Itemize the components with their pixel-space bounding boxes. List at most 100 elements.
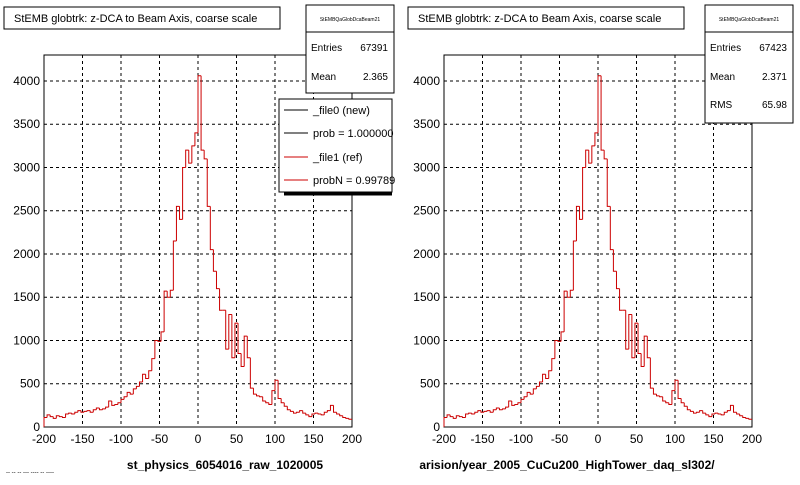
histogram-bin bbox=[634, 322, 639, 358]
histogram-bin bbox=[588, 150, 592, 164]
histogram-bin bbox=[194, 132, 198, 146]
histogram-bin bbox=[132, 388, 137, 395]
x-tick-label: -150 bbox=[470, 432, 494, 446]
x-tick-label: -200 bbox=[432, 432, 456, 446]
histogram-bin bbox=[117, 402, 121, 405]
histogram-bin bbox=[615, 271, 620, 290]
histogram-bin bbox=[529, 392, 534, 395]
histogram-bin bbox=[446, 414, 451, 418]
histogram-bin bbox=[89, 410, 94, 413]
right-stats-entries-label: Entries bbox=[710, 43, 741, 54]
histogram-bin bbox=[557, 340, 562, 342]
histogram-bin bbox=[656, 394, 660, 397]
histogram-bin bbox=[52, 416, 57, 419]
histogram-bin bbox=[692, 411, 697, 414]
left-histogram-bars bbox=[43, 75, 352, 427]
histogram-bin bbox=[579, 206, 583, 220]
right-stats-box bbox=[704, 4, 794, 124]
histogram-bin bbox=[308, 414, 312, 418]
histogram-bin bbox=[256, 394, 260, 397]
histogram-bin bbox=[286, 406, 291, 411]
histogram-bin bbox=[120, 398, 125, 403]
histogram-bin bbox=[720, 414, 725, 416]
histogram-bin bbox=[591, 145, 595, 164]
histogram-bin bbox=[631, 314, 635, 359]
right-stats-mean-value: 2.371 bbox=[762, 72, 787, 83]
histogram-bin bbox=[680, 398, 685, 404]
left-stats-entries-value: 67391 bbox=[360, 43, 388, 54]
histogram-bin bbox=[86, 410, 91, 412]
right-stats-entries-value: 67423 bbox=[759, 43, 787, 54]
histogram-bin bbox=[212, 249, 217, 272]
histogram-bin bbox=[219, 288, 223, 311]
histogram-bin bbox=[268, 402, 272, 406]
right-stats-rms-label: RMS bbox=[710, 100, 733, 111]
histogram-bin bbox=[317, 413, 322, 415]
histogram-bin bbox=[43, 416, 48, 427]
histogram-bin bbox=[594, 132, 598, 146]
histogram-bin bbox=[449, 414, 454, 418]
histogram-bin bbox=[175, 205, 180, 241]
footer-text: -- -- -- --- ---- -- ---- bbox=[6, 470, 54, 476]
y-tick-label: 1500 bbox=[413, 290, 440, 304]
x-tick-label: -150 bbox=[70, 432, 94, 446]
histogram-bin bbox=[108, 400, 112, 408]
histogram-bin bbox=[455, 415, 460, 419]
x-tick-label: 50 bbox=[230, 432, 244, 446]
histogram-bin bbox=[474, 411, 478, 415]
histogram-bin bbox=[138, 381, 143, 387]
histogram-bin bbox=[572, 240, 577, 291]
y-tick-label: 0 bbox=[33, 420, 40, 434]
histogram-bin bbox=[320, 414, 325, 416]
histogram-bin bbox=[336, 412, 340, 415]
histogram-bin bbox=[311, 413, 316, 417]
histogram-bin bbox=[637, 323, 642, 354]
histogram-bin bbox=[289, 409, 294, 412]
histogram-bin bbox=[652, 388, 657, 395]
histogram-bin bbox=[55, 415, 60, 419]
histogram-bin bbox=[105, 406, 109, 409]
histogram-bin bbox=[461, 416, 466, 418]
x-tick-label: 100 bbox=[665, 432, 685, 446]
y-tick-label: 500 bbox=[20, 377, 40, 391]
histogram-bin bbox=[302, 410, 306, 414]
histogram-bin bbox=[671, 390, 675, 405]
histogram-bin bbox=[326, 410, 331, 413]
histogram-bin bbox=[71, 413, 75, 415]
histogram-bin bbox=[126, 391, 131, 397]
histogram-bin bbox=[569, 289, 574, 298]
histogram-bin bbox=[92, 409, 97, 413]
histogram-bin bbox=[683, 402, 688, 407]
histogram-bin bbox=[197, 75, 202, 133]
histogram-bin bbox=[517, 402, 521, 405]
histogram-bin bbox=[548, 370, 552, 379]
histogram-bin bbox=[443, 416, 448, 427]
histogram-bin bbox=[111, 401, 115, 406]
histogram-bin bbox=[520, 398, 525, 403]
histogram-bin bbox=[249, 357, 254, 389]
histogram-bin bbox=[299, 410, 303, 413]
histogram-bin bbox=[538, 381, 543, 387]
legend-label-probn: probN = 0.99789 bbox=[313, 175, 395, 187]
histogram-bin bbox=[314, 412, 319, 415]
histogram-bin bbox=[228, 314, 232, 350]
left-stats-entries-label: Entries bbox=[311, 43, 342, 54]
histogram-bin bbox=[246, 336, 251, 359]
histogram-bin bbox=[292, 411, 297, 414]
x-tick-label: -200 bbox=[32, 432, 56, 446]
histogram-bin bbox=[225, 310, 229, 350]
histogram-bin bbox=[206, 158, 211, 207]
left-stats-name: StEMBQaGlobDcaBeam21 bbox=[320, 17, 381, 23]
y-tick-label: 3000 bbox=[13, 160, 40, 174]
y-tick-label: 1000 bbox=[413, 333, 440, 347]
histogram-bin bbox=[452, 416, 457, 419]
histogram-bin bbox=[612, 249, 617, 272]
histogram-bin bbox=[200, 75, 205, 151]
histogram-bin bbox=[83, 410, 88, 413]
histogram-bin bbox=[498, 407, 503, 411]
histogram-bin bbox=[185, 149, 189, 168]
histogram-bin bbox=[129, 392, 134, 395]
histogram-bin bbox=[345, 417, 349, 419]
histogram-bin bbox=[296, 411, 300, 414]
histogram-bin bbox=[483, 410, 488, 413]
